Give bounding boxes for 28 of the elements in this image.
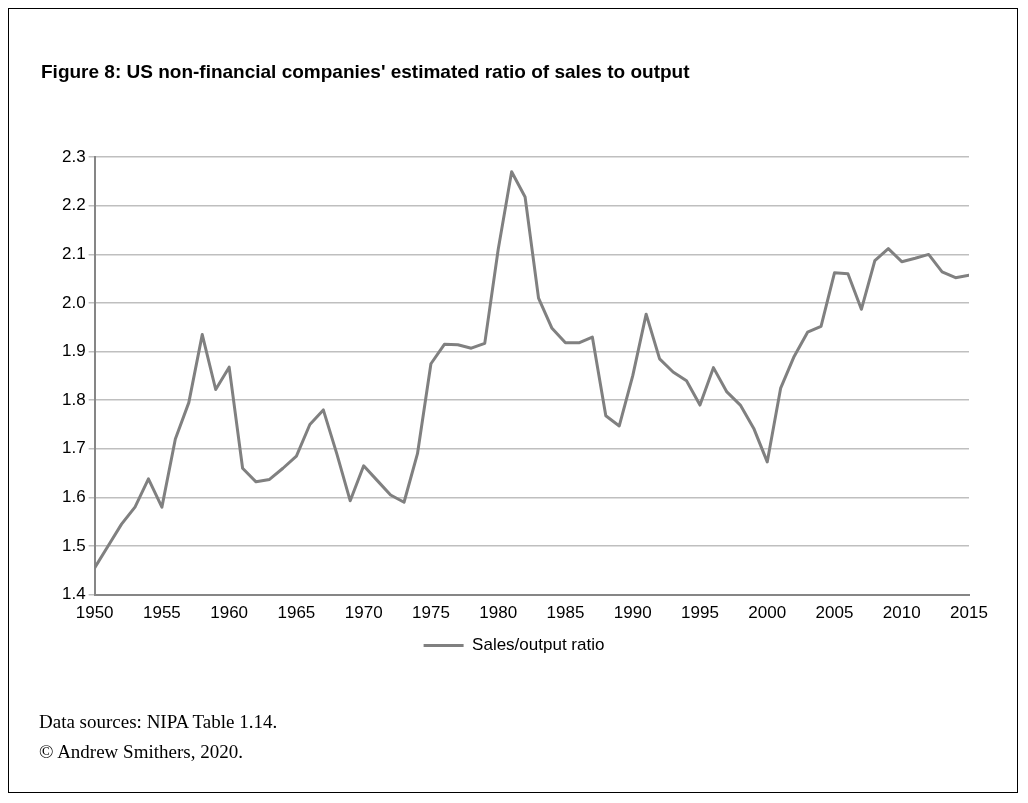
y-tick-label: 1.9 (61, 341, 86, 361)
y-tick-label: 2.2 (61, 195, 86, 215)
y-tick-label: 2.1 (61, 244, 86, 264)
chart-title: Figure 8: US non-financial companies' estimated ratio of sales to output (41, 61, 690, 83)
y-tick-label: 2.3 (61, 146, 86, 166)
x-tick-label: 1975 (412, 603, 450, 623)
x-tick-label: 1950 (75, 603, 114, 623)
x-tick-label: 1960 (210, 603, 249, 623)
text: Data sources: NIPA Table 1.14. (39, 710, 278, 734)
x-tick-label: 1995 (681, 603, 719, 623)
y-tick-label: 1.8 (61, 389, 86, 409)
y-tick-label: 1.6 (61, 487, 86, 507)
x-tick-label: 2000 (748, 603, 787, 623)
x-tick-label: 2010 (882, 603, 921, 623)
x-tick-label: 1970 (344, 603, 383, 623)
x-tick-label: 2005 (815, 603, 854, 623)
x-tick-label: 1985 (546, 603, 585, 623)
text: © Andrew Smithers, 2020. (39, 740, 244, 764)
y-tick-label: 1.7 (61, 438, 86, 458)
x-tick-label: 1965 (277, 603, 316, 623)
y-tick-label: 1.4 (61, 584, 86, 604)
y-tick-label: 1.5 (61, 535, 86, 555)
legend-label: Sales/output ratio (472, 635, 605, 655)
x-tick-label: 2015 (950, 603, 988, 623)
x-tick-label: 1980 (479, 603, 518, 623)
y-tick-label: 2.0 (61, 292, 86, 312)
x-tick-label: 1955 (142, 603, 181, 623)
x-tick-label: 1990 (613, 603, 652, 623)
